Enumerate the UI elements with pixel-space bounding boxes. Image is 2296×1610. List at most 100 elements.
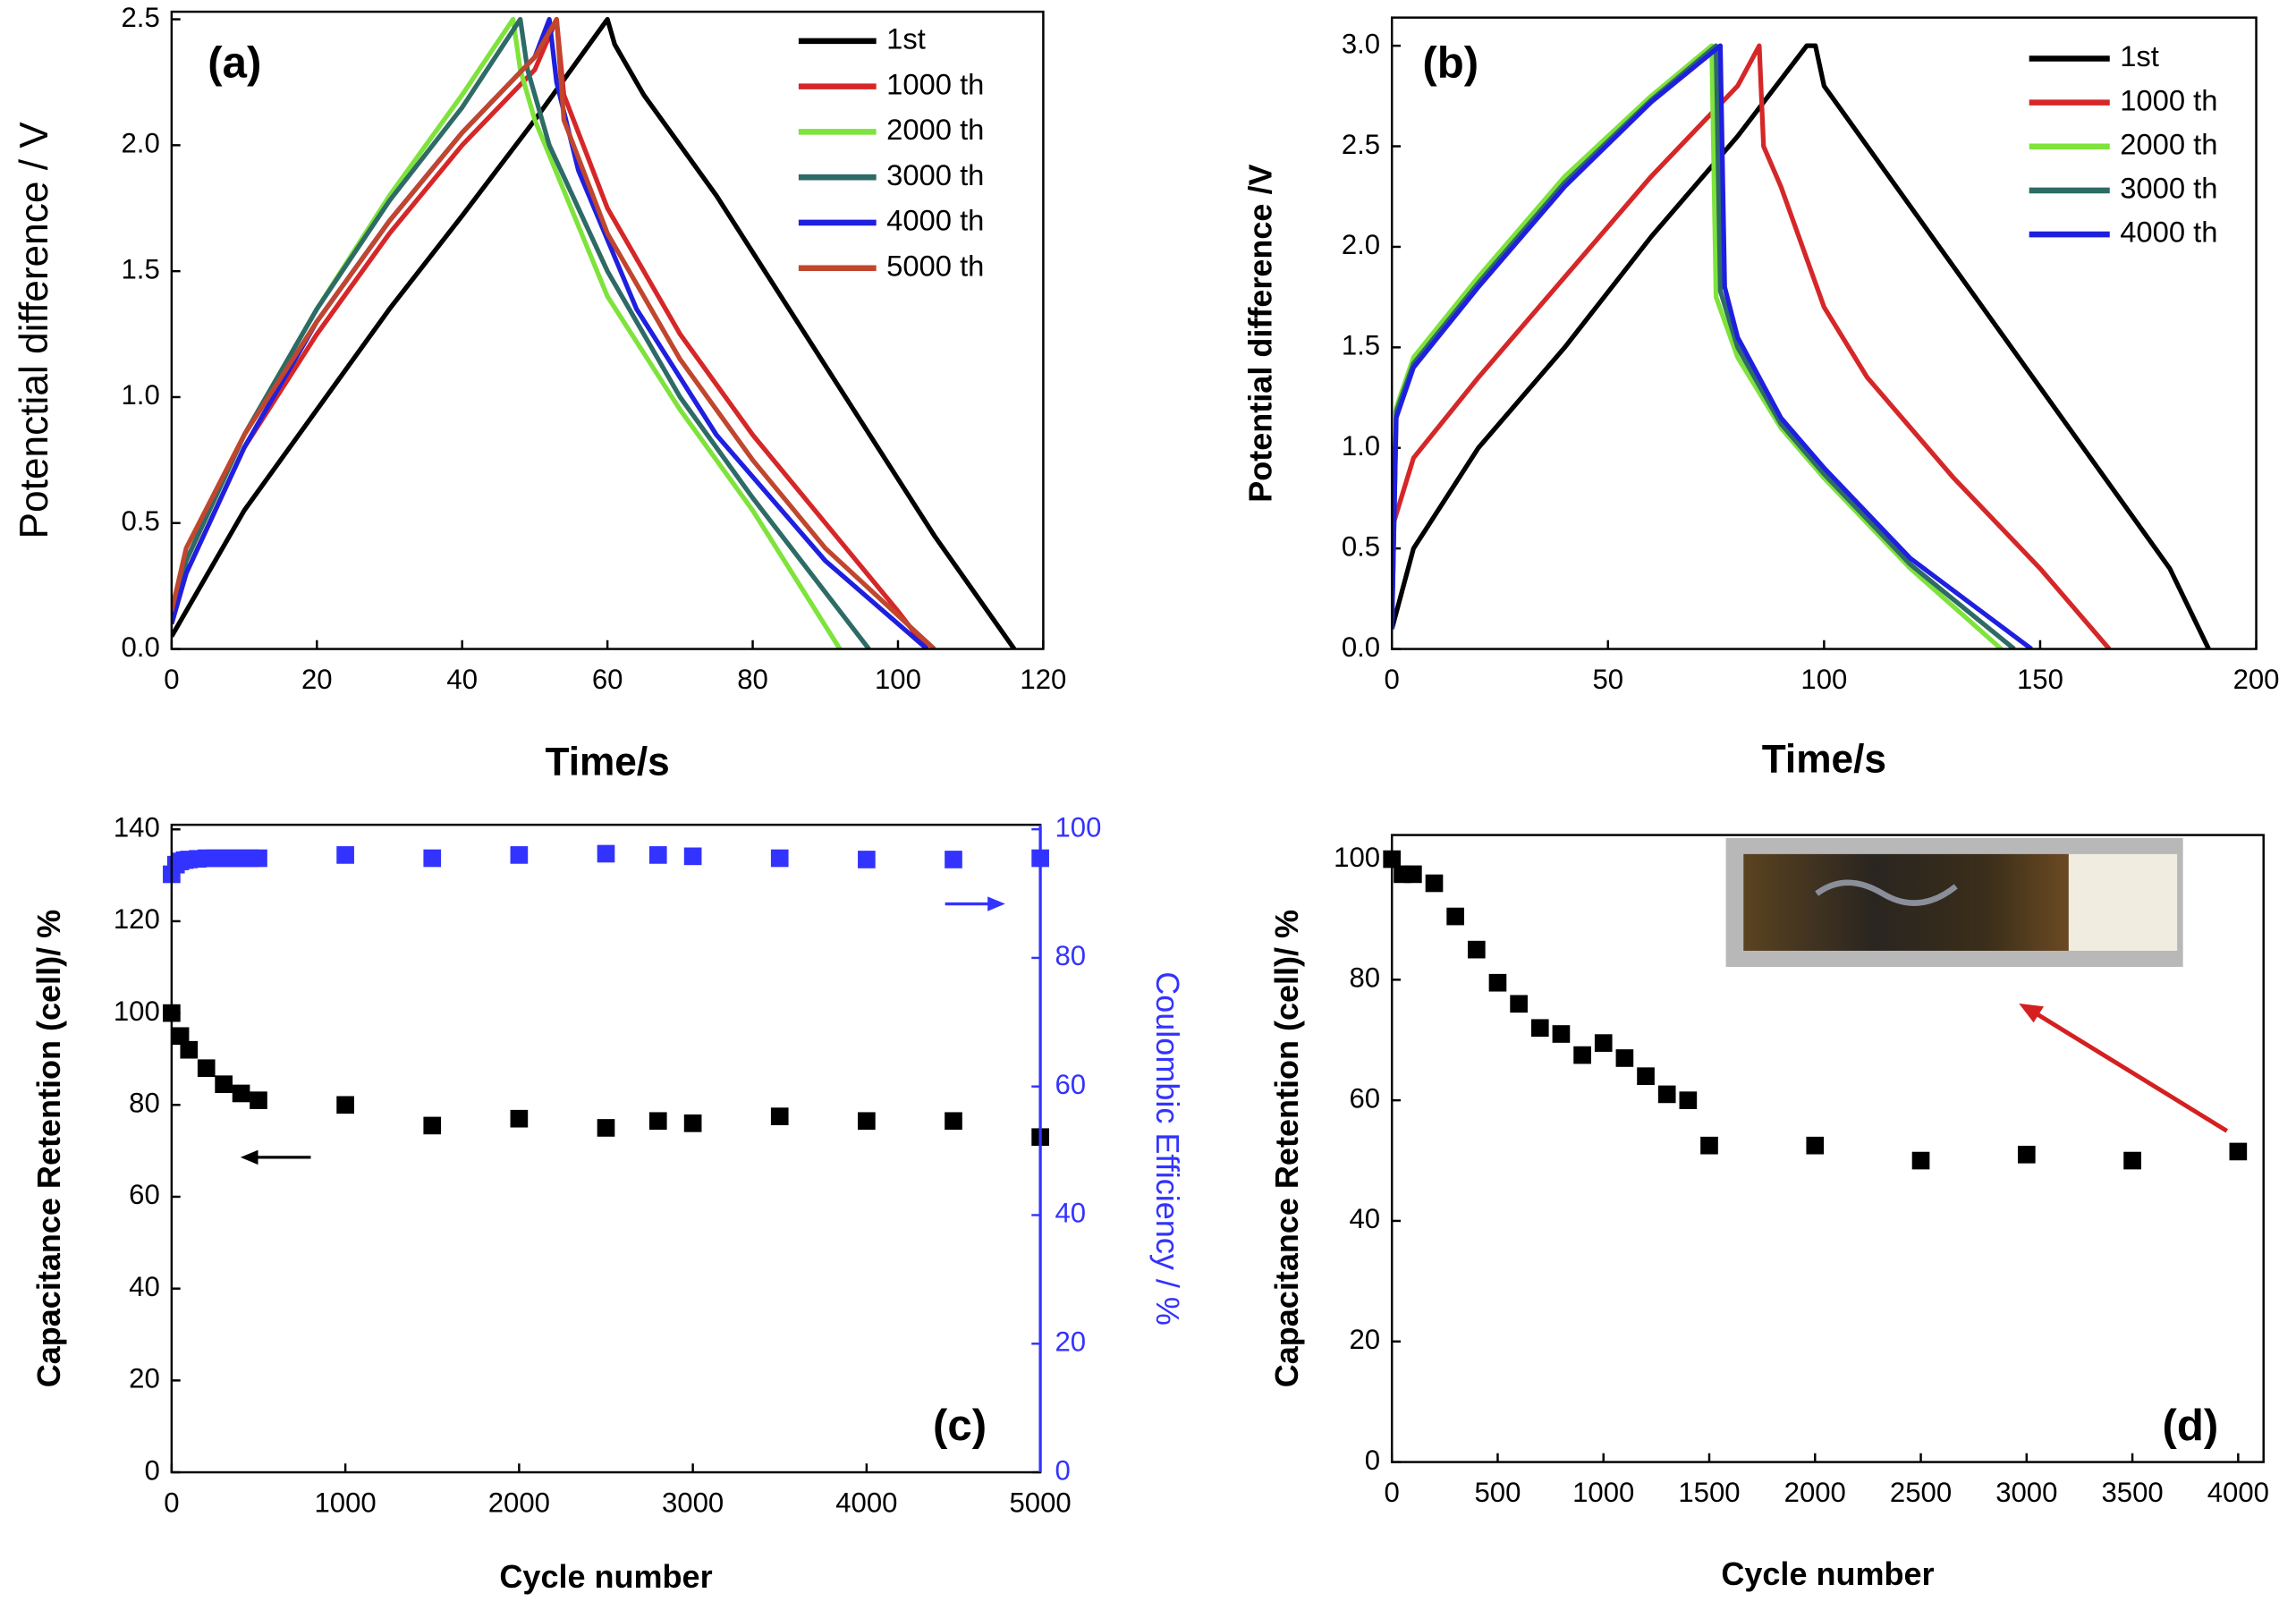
plot-frame [1390, 834, 2265, 1463]
marker [1573, 1046, 1591, 1064]
marker [1637, 1067, 1655, 1086]
y-tick-label: 100 [1334, 842, 1380, 873]
panel-label: (d) [2162, 1402, 2218, 1450]
y-axis-label: Potenctial difference / V [13, 122, 56, 539]
line [171, 16, 929, 649]
legend-label: 4000 th [2120, 216, 2217, 249]
legend-label: 3000 th [2120, 172, 2217, 205]
x-tick-label: 5000 [1010, 1487, 1072, 1518]
y-tick-label: 60 [1349, 1082, 1380, 1114]
marker [336, 846, 354, 864]
y-tick-label: 140 [114, 811, 160, 843]
y2-tick-label: 20 [1055, 1326, 1086, 1357]
marker [2229, 1142, 2248, 1161]
marker [770, 1107, 789, 1125]
x-tick-label: 120 [1020, 664, 1066, 695]
x-tick-label: 1000 [1572, 1477, 1634, 1508]
x-tick-label: 40 [446, 664, 478, 695]
y-tick-label: 80 [129, 1088, 160, 1119]
y2-axis-label: Coulombic Efficiency / % [1149, 971, 1186, 1326]
y-tick-label: 2.5 [1342, 129, 1380, 160]
y-tick-label: 20 [1349, 1324, 1380, 1355]
arrow-left [240, 1149, 311, 1165]
line [1392, 43, 2211, 649]
panel-label: (c) [933, 1402, 987, 1450]
legend-label: 2000 th [2120, 127, 2217, 160]
x-tick-label: 2000 [488, 1487, 550, 1518]
marker [1425, 874, 1444, 893]
y-tick-label: 40 [1349, 1203, 1380, 1234]
y-tick-label: 1.0 [1342, 430, 1380, 462]
y-tick-label: 3.0 [1342, 28, 1380, 59]
arrow-inset [2019, 1003, 2229, 1133]
x-tick-label: 1500 [1678, 1477, 1740, 1508]
marker [1530, 1019, 1549, 1038]
y-tick-label: 0.0 [122, 631, 160, 663]
marker [510, 846, 529, 864]
marker [215, 1075, 233, 1094]
line [1392, 43, 2112, 649]
x-tick-label: 4000 [835, 1487, 897, 1518]
panel-label: (b) [1422, 39, 1478, 88]
marker [1446, 907, 1464, 926]
marker [1552, 1025, 1571, 1043]
marker [648, 1112, 667, 1131]
marker [945, 1112, 962, 1131]
y2-tick-label: 100 [1055, 811, 1101, 843]
y2-tick-label: 40 [1055, 1198, 1086, 1229]
y-tick-label: 2.5 [122, 2, 160, 33]
y-tick-label: 2.0 [122, 128, 160, 159]
marker [250, 1091, 267, 1109]
x-tick-label: 20 [301, 664, 333, 695]
panel-label: (a) [208, 39, 261, 88]
line [1392, 43, 2016, 649]
x-tick-label: 0 [1385, 664, 1400, 695]
marker [423, 1116, 442, 1135]
marker [858, 851, 876, 869]
legend-label: 2000 th [886, 113, 984, 146]
marker [770, 849, 789, 868]
y-tick-label: 20 [129, 1363, 160, 1394]
marker [1467, 940, 1486, 959]
legend-label: 4000 th [886, 204, 984, 237]
marker [683, 847, 702, 866]
y-tick-label: 0 [1365, 1445, 1380, 1476]
line [1392, 43, 2033, 649]
marker [1657, 1085, 1676, 1104]
x-tick-label: 50 [1592, 664, 1623, 695]
x-tick-label: 60 [592, 664, 623, 695]
x-tick-label: 3000 [662, 1487, 724, 1518]
marker [1911, 1151, 1930, 1170]
x-tick-label: 200 [2233, 664, 2280, 695]
x-tick-label: 150 [2017, 664, 2063, 695]
x-tick-label: 1000 [315, 1487, 377, 1518]
x-tick-label: 500 [1475, 1477, 1521, 1508]
x-axis-label: Time/s [545, 741, 669, 784]
marker [1404, 865, 1422, 884]
marker [1510, 995, 1528, 1013]
marker [597, 1119, 615, 1137]
marker [2123, 1151, 2141, 1170]
legend-label: 3000 th [886, 158, 984, 191]
marker [648, 846, 667, 864]
marker [683, 1114, 702, 1132]
line [171, 16, 1017, 649]
y-axis-label: Capacitance Retention (cell)/ % [30, 910, 67, 1387]
x-tick-label: 3000 [1995, 1477, 2057, 1508]
y-axis-label: Potential difference /V [1242, 164, 1279, 502]
y-tick-label: 1.5 [1342, 330, 1380, 361]
marker [232, 1084, 250, 1103]
x-tick-label: 0 [164, 1487, 179, 1518]
y-tick-label: 1.5 [122, 253, 160, 284]
line [1392, 43, 2004, 649]
plot-frame [170, 10, 1045, 650]
marker [423, 849, 442, 868]
x-tick-label: 2500 [1890, 1477, 1952, 1508]
marker [171, 1027, 190, 1046]
x-tick-label: 100 [875, 664, 921, 695]
marker [1679, 1091, 1698, 1109]
legend-label: 1000 th [2120, 83, 2217, 116]
marker [1806, 1136, 1825, 1155]
y-tick-label: 0.0 [1342, 631, 1380, 663]
y-axis-label: Capacitance Retention (cell)/ % [1268, 910, 1305, 1387]
